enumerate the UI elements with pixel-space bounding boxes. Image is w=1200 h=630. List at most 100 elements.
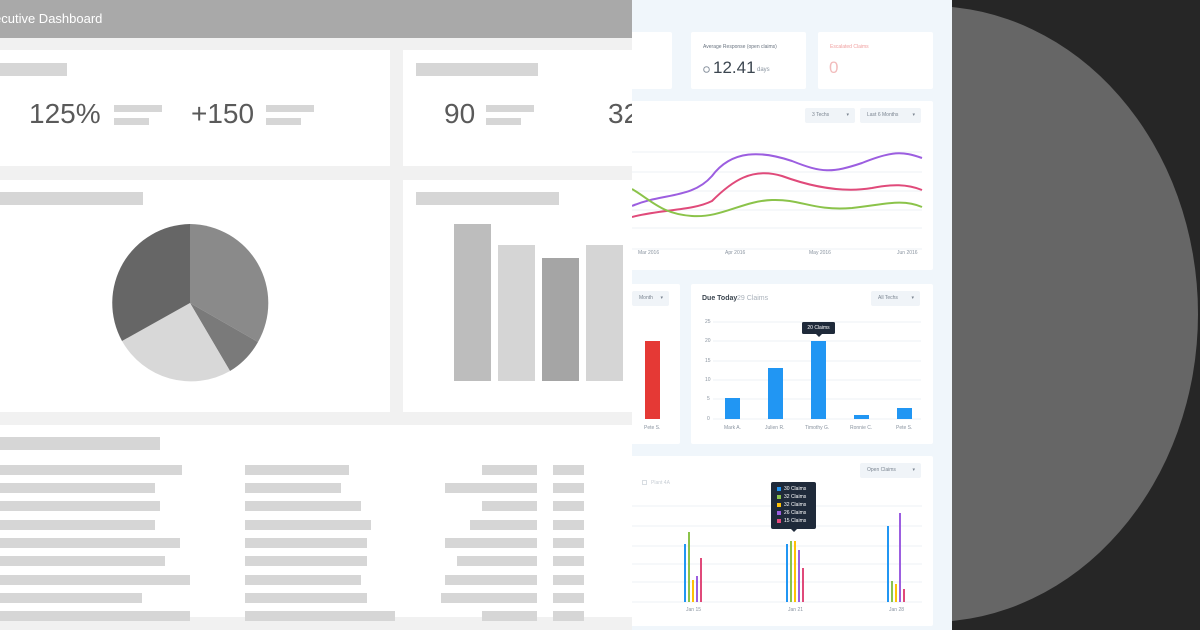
- pie-slice: [190, 303, 258, 371]
- due-today-bar-chart: [713, 321, 921, 420]
- y-tick: 5: [707, 396, 710, 402]
- dropdown-label: Month: [639, 295, 653, 301]
- x-axis-label: Julien R.: [765, 425, 785, 431]
- table-cell: [0, 556, 165, 566]
- placeholder-title: [0, 437, 160, 450]
- bar-ronnie-c: [854, 415, 869, 419]
- pie-chart: [112, 224, 269, 382]
- table-cell: [0, 501, 160, 511]
- bar-1: [454, 224, 491, 381]
- stat-card-partial: [632, 32, 672, 89]
- chevron-down-icon: ▾: [911, 295, 914, 301]
- table-cell: [553, 593, 584, 603]
- table-cell: [553, 611, 584, 621]
- placeholder-title: [416, 192, 559, 205]
- table-cell: [0, 575, 190, 585]
- stat-unit: days: [757, 67, 770, 73]
- chevron-down-icon: ▾: [912, 467, 915, 473]
- table-cell: [445, 538, 537, 548]
- all-techs-dropdown[interactable]: All Techs ▾: [871, 291, 920, 306]
- legend-icon: [642, 480, 647, 485]
- placeholder-title: [0, 63, 67, 76]
- pie-slice: [190, 224, 269, 342]
- series-green: [632, 188, 923, 218]
- kpi-value-90: 90: [444, 98, 476, 129]
- month-dropdown[interactable]: Month ▾: [632, 291, 669, 306]
- techs-dropdown[interactable]: 3 Techs ▾: [805, 108, 855, 123]
- y-tick: 10: [705, 377, 711, 383]
- bar-pete-s: [645, 341, 660, 419]
- bar-pete-s: [897, 408, 912, 419]
- stat-card-escalated-claims: Escalated Claims 0: [818, 32, 933, 89]
- table-cell: [553, 538, 584, 548]
- table-cell: [0, 611, 190, 621]
- table-cell: [553, 501, 584, 511]
- table-cell: [0, 465, 182, 475]
- stat-value: 0: [829, 58, 839, 77]
- pie-slice: [112, 224, 190, 341]
- x-axis-label: Pete S.: [896, 425, 913, 431]
- kpi-card-right: 90 32: [403, 50, 632, 166]
- placeholder-line: [266, 105, 314, 112]
- trend-chart-card: 3 Techs ▾ Last 6 Months ▾ Mar 2016 A: [632, 101, 933, 270]
- partial-bar-card: Month ▾ Pete S.: [632, 284, 680, 444]
- x-axis-label: Pete S.: [644, 425, 661, 431]
- kpi-card-left: 125% +150: [0, 50, 390, 166]
- tooltip-item: 32 Claims: [784, 502, 807, 508]
- table-cell: [482, 501, 537, 511]
- pie-chart-card: [0, 180, 390, 412]
- bar-tooltip: 20 Claims: [807, 325, 830, 331]
- table-cell: [245, 575, 361, 585]
- x-axis-label: Timothy G.: [805, 425, 830, 431]
- wireframe-title: ecutive Dashboard: [0, 11, 103, 26]
- bar-3: [542, 258, 579, 381]
- x-axis-label: Jan 21: [788, 607, 804, 613]
- y-tick: 15: [705, 358, 711, 364]
- wireframe-header: ecutive Dashboard: [0, 0, 632, 38]
- x-axis-label: Apr 2016: [725, 250, 746, 256]
- tooltip-box: [771, 482, 816, 529]
- tooltip-box: [802, 322, 835, 334]
- table-cell: [553, 465, 584, 475]
- table-cell: [245, 465, 349, 475]
- dropdown-label: Last 6 Months: [867, 112, 899, 118]
- bar-mark-a: [725, 398, 740, 419]
- table-cell: [245, 538, 367, 548]
- table-cell: [553, 520, 584, 530]
- table-cell: [0, 538, 180, 548]
- legend-label: Plant 4A: [651, 480, 670, 486]
- bar-timothy-g: [811, 341, 826, 419]
- series-purple: [632, 152, 923, 207]
- pie-slice: [122, 303, 230, 382]
- table-cell: [0, 520, 155, 530]
- stat-label: Average Response (open claims): [703, 44, 777, 50]
- placeholder-title: [416, 63, 538, 76]
- stat-value: 12.41: [713, 58, 756, 77]
- x-axis-label: Jan 15: [686, 607, 702, 613]
- placeholder-line: [114, 105, 162, 112]
- period-dropdown[interactable]: Last 6 Months ▾: [860, 108, 921, 123]
- bar-chart-card: [403, 180, 632, 412]
- table-cell: [553, 556, 584, 566]
- table-cell: [0, 483, 155, 493]
- clock-icon: [703, 66, 710, 73]
- table-cell: [553, 483, 584, 493]
- table-cell: [445, 483, 537, 493]
- table-cell: [441, 593, 537, 603]
- placeholder-line: [486, 118, 521, 125]
- placeholder-line: [486, 105, 534, 112]
- table-cell: [482, 611, 537, 621]
- placeholder-line: [266, 118, 301, 125]
- open-claims-dropdown[interactable]: Open Claims ▾: [860, 463, 921, 478]
- open-claims-bar-chart: [632, 482, 922, 603]
- tooltip-item: 30 Claims: [784, 486, 807, 492]
- placeholder-title: [0, 192, 143, 205]
- dropdown-label: 3 Techs: [812, 112, 830, 118]
- wireframe-dashboard: ecutive Dashboard 125% +150 90 32: [0, 0, 632, 630]
- bar-4: [586, 245, 623, 381]
- x-axis-label: Jan 28: [889, 607, 905, 613]
- dropdown-label: Open Claims: [867, 467, 896, 473]
- claims-count: 29 Claims: [737, 295, 769, 302]
- y-tick: 25: [705, 319, 711, 325]
- table-cell: [553, 575, 584, 585]
